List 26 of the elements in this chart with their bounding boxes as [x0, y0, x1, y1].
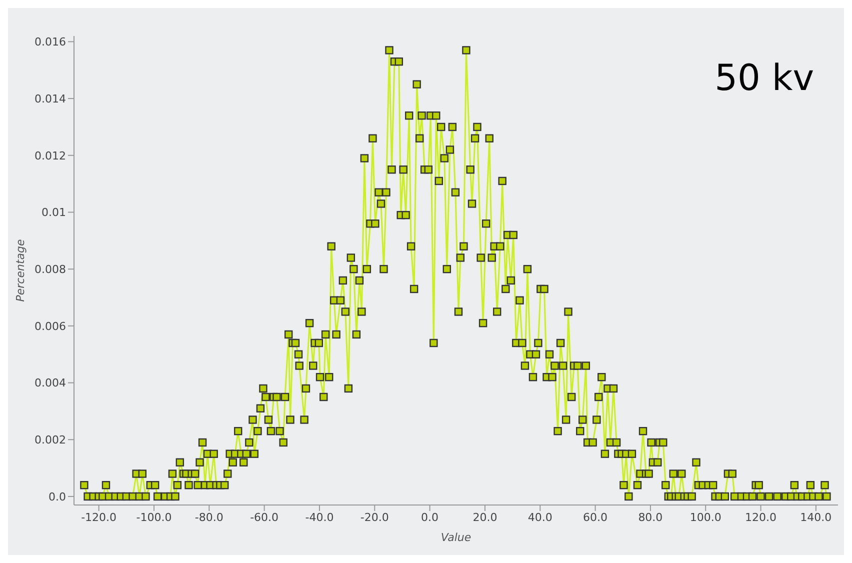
- annotation: 50 kv: [714, 58, 814, 99]
- y-axis-title: Percentage: [14, 239, 27, 302]
- x-tick-label: 140.0: [800, 510, 832, 524]
- x-tick-label: 80.0: [638, 510, 663, 524]
- x-tick-label: 40.0: [528, 510, 552, 524]
- y-tick-label: 0.006: [34, 320, 66, 333]
- x-tick-label: -40.0: [305, 510, 334, 524]
- y-tick-label: 0.016: [34, 36, 66, 49]
- x-tick-label: 120.0: [745, 510, 777, 524]
- x-tick-label: 20.0: [472, 510, 498, 524]
- x-tick-label: -120.0: [81, 510, 117, 524]
- y-tick-label: 0.014: [34, 92, 66, 106]
- y-tick-label: 0.008: [34, 262, 66, 276]
- x-tick-label: -60.0: [250, 510, 279, 524]
- x-axis-title: Value: [440, 531, 472, 544]
- x-tick-label: -20.0: [360, 510, 389, 524]
- y-tick-label: 0.01: [42, 206, 66, 220]
- x-tick-label: 0.0: [421, 510, 439, 524]
- y-tick-label: 0.0: [48, 490, 66, 504]
- x-tick-label: -80.0: [194, 510, 224, 524]
- x-tick-label: 100.0: [690, 510, 722, 524]
- y-tick-label: 0.012: [34, 149, 66, 162]
- x-tick-label: -100.0: [136, 510, 172, 524]
- y-tick-label: 0.002: [34, 434, 66, 447]
- x-tick-label: 60.0: [583, 510, 608, 524]
- y-tick-label: 0.004: [34, 376, 66, 390]
